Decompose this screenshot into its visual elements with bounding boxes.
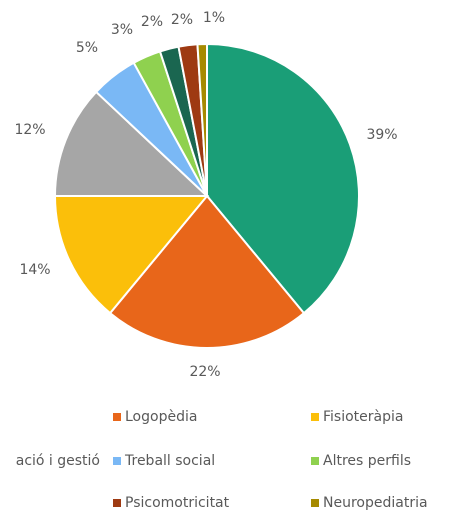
legend-label: Psicomotricitat: [125, 495, 230, 511]
legend-swatch: [113, 457, 121, 465]
pie-slice: [53, 195, 210, 315]
legend-label: Neuropediatria: [323, 495, 428, 511]
pie-slice: [206, 42, 360, 315]
legend-swatch: [113, 413, 121, 421]
pie-slice: [196, 42, 208, 197]
data-label: 3%: [111, 22, 133, 38]
data-label: 14%: [19, 262, 50, 278]
legend-swatch: [311, 499, 319, 507]
legend-swatch: [113, 499, 121, 507]
data-label: 12%: [14, 122, 45, 138]
data-label: 2%: [171, 12, 193, 28]
legend-label: Treball social: [124, 453, 215, 469]
data-label: 22%: [189, 364, 220, 380]
legend-label: Fisioteràpia: [323, 409, 403, 425]
pie-slice: [53, 90, 210, 197]
data-label: 39%: [366, 127, 397, 143]
data-label: 5%: [76, 40, 98, 56]
data-label: 1%: [203, 10, 225, 26]
data-label: 2%: [141, 14, 163, 30]
legend-label: Altres perfils: [323, 453, 411, 469]
legend-label: ació i gestió: [16, 453, 100, 469]
pie-slice: [108, 194, 306, 349]
legend-swatch: [311, 413, 319, 421]
legend-swatch: [311, 457, 319, 465]
legend-label: Logopèdia: [125, 409, 197, 425]
